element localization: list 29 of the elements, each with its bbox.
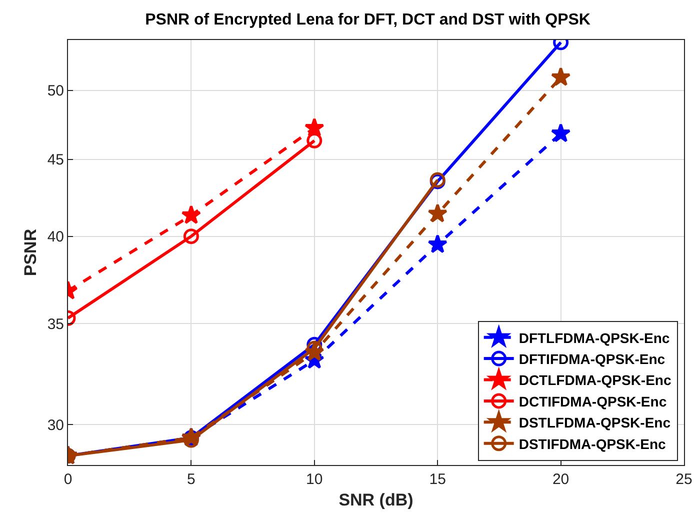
y-tick-label: 30 [47,416,64,434]
point [428,203,448,222]
legend-label: DFTIFDMA-QPSK-Enc [518,351,666,368]
chart-title: PSNR of Encrypted Lena for DFT, DCT and DST with QPSK [145,11,591,28]
x-tick-label: 10 [306,471,323,488]
y-tick-label: 45 [47,152,64,169]
point [181,205,202,224]
point [550,67,571,86]
y-axis-title: PSNR [20,228,40,276]
x-tick-label: 5 [187,471,196,488]
point [304,118,324,137]
legend-label: DCTLFDMA-QPSK-Enc [518,372,672,388]
legend-label: DSTLFDMA-QPSK-Enc [518,414,671,431]
legend-label: DCTIFDMA-QPSK-Enc [518,393,667,410]
point [550,123,571,142]
point [183,228,199,244]
legend-label: DFTLFDMA-QPSK-Enc [518,330,670,346]
point [306,340,322,356]
x-tick-label: 20 [552,471,570,488]
y-tick-label: 50 [47,82,64,100]
x-tick-label: 25 [676,471,692,488]
x-tick-label: 0 [64,471,72,488]
point [428,234,448,254]
x-axis-title: SNR (dB) [338,490,414,510]
y-tick-label: 40 [47,228,64,246]
x-tick-label: 15 [429,471,446,488]
y-tick-label: 35 [47,316,64,333]
legend-label: DSTIFDMA-QPSK-Enc [518,436,666,452]
point [306,132,322,148]
